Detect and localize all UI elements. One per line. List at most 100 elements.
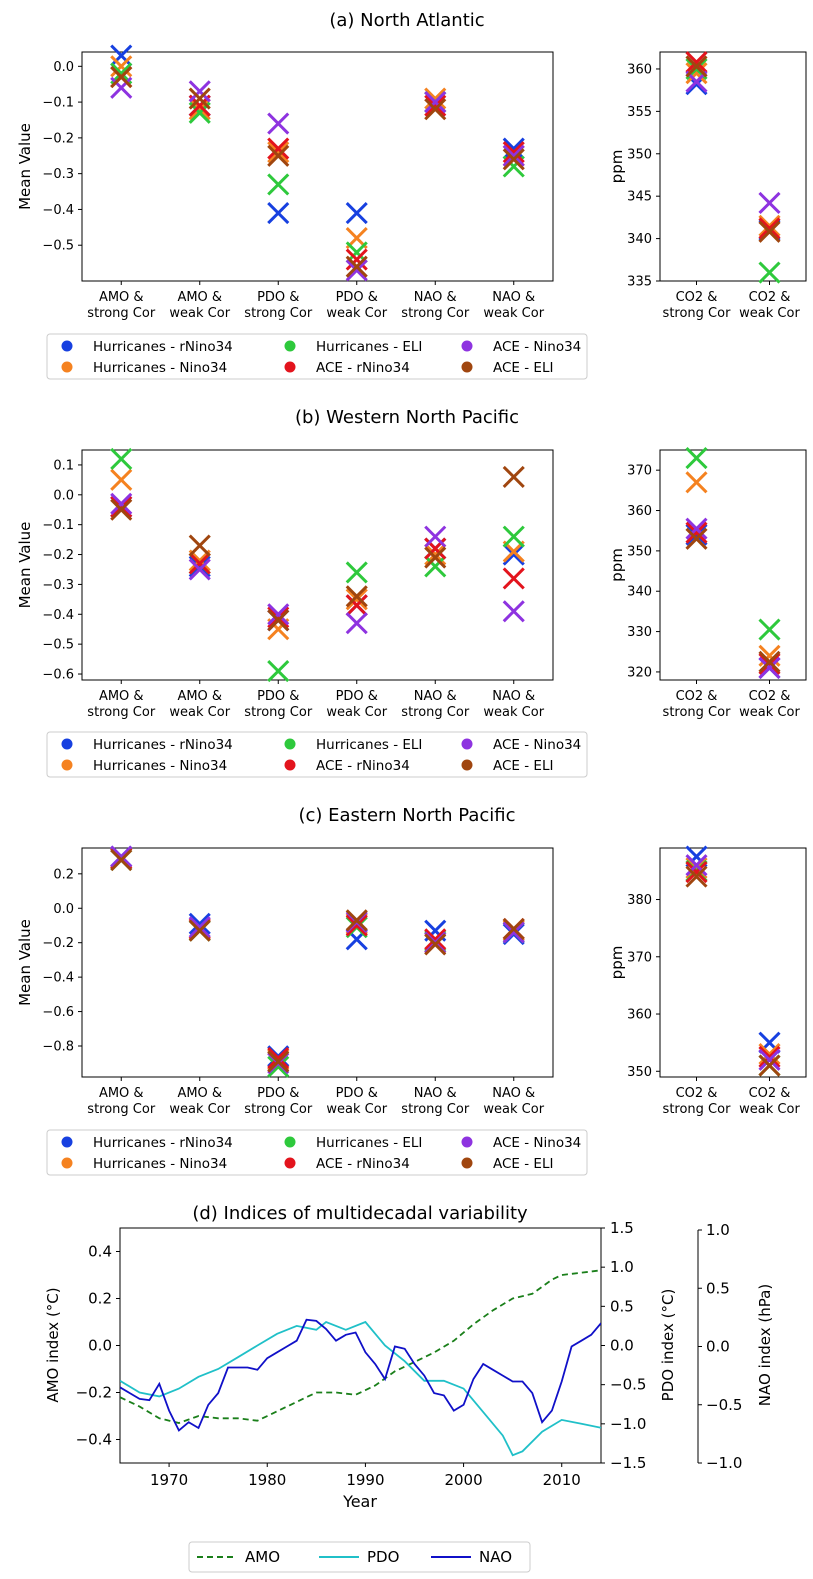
main-plot-marker xyxy=(502,525,525,548)
legend-label: ACE - Nino34 xyxy=(493,339,581,355)
main-plot-marker xyxy=(267,141,290,164)
legend-marker xyxy=(284,361,296,373)
main-plot-marker xyxy=(188,552,211,575)
main-plot-ytick-label: −0.2 xyxy=(42,936,74,951)
panel-b: (b) Western North Pacific 0.1 0.0 −0.1 −0.2 −… xyxy=(16,407,807,778)
main-plot-xtick-label: PDO & xyxy=(336,1086,378,1101)
main-plot-ytick-label: −0.1 xyxy=(42,96,74,111)
legend-label: Hurricanes - ELI xyxy=(316,1135,422,1151)
main-plot-marker xyxy=(345,588,368,611)
side-plot-ytick-label: 360 xyxy=(627,62,652,77)
legend-marker xyxy=(61,1157,73,1169)
main-plot-ytick-label: 0.0 xyxy=(53,902,74,917)
main-plot-marker xyxy=(424,98,447,121)
line-legend-box xyxy=(188,1541,531,1573)
main-plot-marker xyxy=(502,465,525,488)
main-plot-marker xyxy=(267,603,290,626)
amo-tick-label: 0.4 xyxy=(88,1243,112,1261)
panel-d: (d) Indices of multidecadal variability 1… xyxy=(44,1203,774,1573)
main-plot-marker xyxy=(345,612,368,635)
main-plot-marker xyxy=(267,1050,290,1073)
main-plot-xtick-label: NAO & xyxy=(492,1086,535,1101)
main-plot-xtick-label: NAO & xyxy=(414,290,457,305)
side-plot-xtick-label: strong Cor xyxy=(663,306,732,321)
panel-title: (b) Western North Pacific xyxy=(295,407,519,428)
main-plot-marker xyxy=(502,137,525,160)
main-plot-xtick-label: strong Cor xyxy=(401,705,470,720)
amo-tick-label: −0.4 xyxy=(76,1431,112,1449)
panel-a: (a) North Atlantic 0.0 −0.1 −0.2 −0.3 −0.4 −0.… xyxy=(16,10,807,380)
series-line-pdo xyxy=(120,1320,601,1457)
side-plot-marker xyxy=(685,860,708,884)
side-plot-marker xyxy=(758,220,781,243)
main-plot-xtick-label: weak Cor xyxy=(326,306,387,321)
legend-label: ACE - rNino34 xyxy=(316,758,410,774)
line-plot-frame xyxy=(119,1227,602,1464)
main-plot-marker xyxy=(424,87,447,110)
legend-marker xyxy=(284,1136,296,1148)
legend-box xyxy=(46,333,588,380)
main-plot-xtick-label: weak Cor xyxy=(326,705,387,720)
main-plot-ylabel: Mean Value xyxy=(16,919,34,1006)
main-plot-marker xyxy=(424,933,447,956)
legend-box xyxy=(46,731,588,778)
side-plot-ytick-label: 350 xyxy=(627,147,652,162)
legend-marker xyxy=(284,340,296,352)
main-plot-marker xyxy=(267,659,290,683)
side-plot-xtick-label: strong Cor xyxy=(663,705,732,720)
side-plot-xtick-label: strong Cor xyxy=(663,1102,732,1117)
side-plot-marker xyxy=(758,618,781,641)
legend-marker xyxy=(461,1157,473,1169)
side-plot-xtick-label: CO2 & xyxy=(676,689,718,704)
side-plot-frame xyxy=(659,847,807,1078)
legend-label: Hurricanes - ELI xyxy=(316,737,422,753)
side-plot-marker xyxy=(685,865,708,888)
main-plot-marker xyxy=(424,555,447,578)
legend-box xyxy=(46,1129,588,1176)
main-plot-marker xyxy=(110,495,133,518)
main-plot-xtick-label: PDO & xyxy=(257,290,299,305)
main-plot-xtick-label: PDO & xyxy=(257,689,299,704)
main-plot-marker xyxy=(502,144,525,167)
side-plot-ytick-label: 370 xyxy=(627,464,652,479)
amo-tick-label: −0.2 xyxy=(76,1384,112,1402)
side-plot-xtick-label: CO2 & xyxy=(749,689,791,704)
main-plot-marker xyxy=(188,534,211,557)
main-plot-xtick-label: PDO & xyxy=(336,290,378,305)
panel-title: (c) Eastern North Pacific xyxy=(298,805,515,826)
legend-marker xyxy=(61,1136,73,1148)
side-plot-marker xyxy=(685,51,708,74)
main-plot-xtick-label: AMO & xyxy=(99,1086,144,1101)
main-plot-marker xyxy=(110,65,133,89)
main-plot-marker xyxy=(188,558,211,581)
main-plot-marker xyxy=(345,594,368,617)
main-plot-marker xyxy=(502,543,525,566)
x-tick-label: 1990 xyxy=(346,1471,384,1489)
main-plot-ylabel: Mean Value xyxy=(16,123,34,210)
main-plot-xtick-label: strong Cor xyxy=(401,1102,470,1117)
main-plot-marker xyxy=(110,447,133,471)
side-plot-ylabel: ppm xyxy=(608,548,626,582)
main-plot-ytick-label: −0.2 xyxy=(42,131,74,146)
main-plot-xtick-label: AMO & xyxy=(99,290,144,305)
main-plot-marker xyxy=(267,137,290,160)
pdo-tick-label: 0.0 xyxy=(610,1337,634,1355)
main-plot-ytick-label: −0.6 xyxy=(42,1005,74,1020)
main-plot-xtick-label: weak Cor xyxy=(326,1102,387,1117)
side-plot-marker xyxy=(758,214,781,237)
legend-label: ACE - ELI xyxy=(493,360,553,376)
side-plot-ytick-label: 380 xyxy=(627,893,652,908)
legend-marker xyxy=(284,1157,296,1169)
side-plot-marker xyxy=(685,521,708,544)
main-plot-xtick-label: AMO & xyxy=(177,290,222,305)
main-plot-xtick-label: NAO & xyxy=(414,689,457,704)
main-plot-marker xyxy=(267,606,290,629)
main-plot-xtick-label: NAO & xyxy=(492,290,535,305)
main-plot-marker xyxy=(110,848,133,872)
main-plot-xtick-label: strong Cor xyxy=(87,306,156,321)
main-plot-xtick-label: weak Cor xyxy=(483,705,544,720)
main-plot-xtick-label: NAO & xyxy=(492,689,535,704)
main-plot-xtick-label: NAO & xyxy=(414,1086,457,1101)
main-plot-marker xyxy=(110,76,133,99)
